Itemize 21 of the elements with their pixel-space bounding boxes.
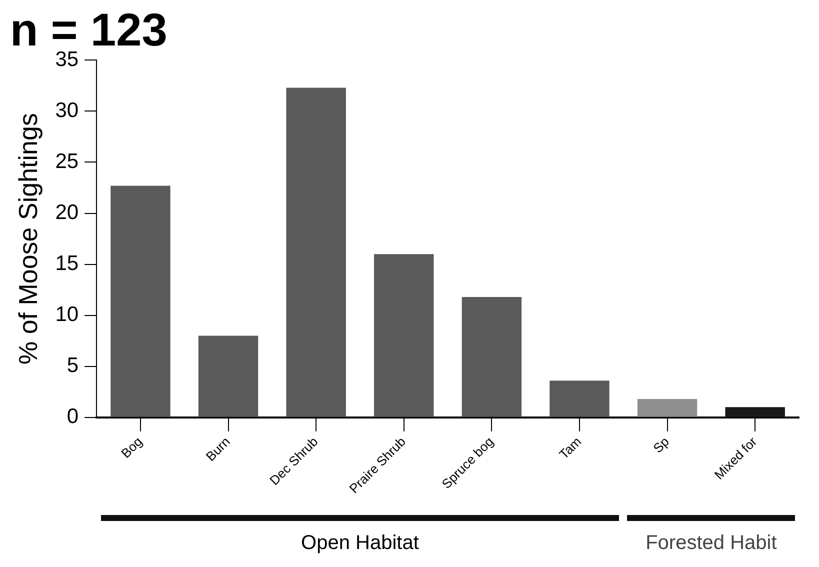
y-tick-label: 10 — [55, 303, 79, 326]
y-tick-label: 5 — [66, 354, 79, 378]
bar — [462, 296, 522, 417]
bar — [637, 398, 698, 417]
text: Open Habitat — [300, 532, 420, 555]
bar — [374, 254, 434, 417]
y-tick-label: 20 — [55, 201, 79, 224]
x-tick-label: Sp — [650, 434, 672, 456]
text: Forested Habit — [644, 532, 778, 555]
y-tick-label: 30 — [55, 99, 79, 122]
x-tick-label: Bog — [118, 434, 146, 461]
y-tick-label: 25 — [55, 150, 79, 174]
bar — [286, 88, 346, 417]
bar — [725, 407, 785, 417]
y-axis-title: % of Moose Sightings — [12, 113, 43, 365]
y-tick-label: 0 — [66, 405, 79, 428]
bar — [110, 186, 170, 417]
bar — [198, 336, 258, 417]
y-tick-label: 15 — [55, 252, 79, 276]
bar — [550, 380, 610, 417]
x-tick-label: Tam — [556, 434, 584, 462]
